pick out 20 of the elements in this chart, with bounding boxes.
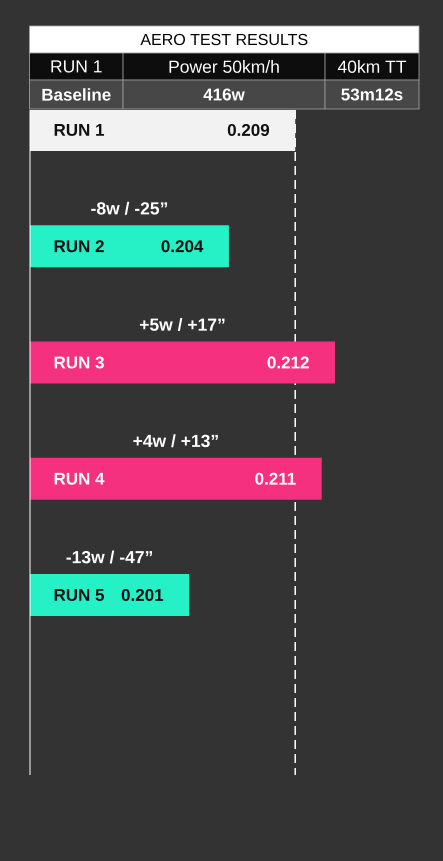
y-tick-label: RUN 4: [54, 472, 104, 485]
annotation: +4w / +13”: [133, 434, 218, 448]
annotation: -13w / -47”: [66, 550, 152, 564]
data-label: 0.212: [268, 356, 309, 369]
chart-title: AERO TEST RESULTS: [140, 34, 308, 46]
text: 53m12s: [341, 88, 402, 101]
y-tick-label: RUN 3: [54, 356, 104, 369]
data-label: 0.201: [122, 588, 164, 602]
text: 416w: [203, 88, 245, 101]
y-tick-label: RUN 2: [54, 240, 104, 252]
y-tick-label: RUN 1: [54, 124, 104, 136]
data-label: 0.209: [228, 124, 270, 136]
text: 40km TT: [338, 60, 406, 73]
data-label: 0.211: [255, 472, 296, 485]
annotation: +5w / +17”: [140, 318, 224, 332]
text: Baseline: [42, 88, 111, 101]
y-tick-label: RUN 5: [54, 589, 104, 601]
annotation: -8w / -25”: [91, 202, 168, 215]
data-label: 0.204: [162, 240, 204, 252]
text: Power 50km/h: [170, 60, 279, 73]
